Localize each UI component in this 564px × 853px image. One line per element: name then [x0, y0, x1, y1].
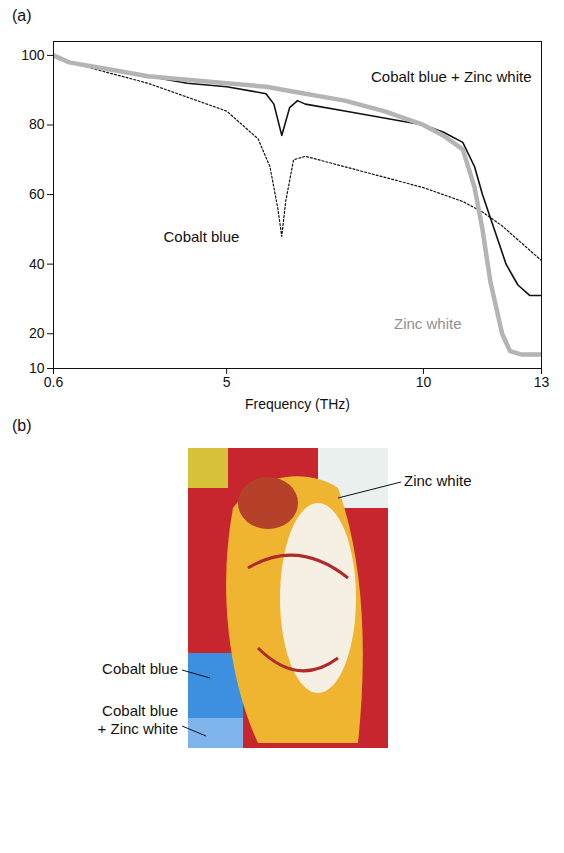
html-text:(b): (b) [12, 417, 32, 434]
svg-text:80: 80 [29, 116, 45, 132]
svg-text:Cobalt blue: Cobalt blue [164, 228, 240, 245]
svg-text:10: 10 [416, 374, 432, 390]
svg-text:Cobalt blue+ Zinc white: Cobalt blue+ Zinc white [98, 702, 178, 737]
svg-text:Frequency (THz): Frequency (THz) [245, 396, 350, 412]
svg-text:10: 10 [29, 360, 45, 376]
svg-text:Cobalt blue: Cobalt blue [102, 660, 178, 677]
svg-text:100: 100 [21, 47, 45, 63]
svg-text:40: 40 [29, 256, 45, 272]
svg-text:13: 13 [534, 374, 550, 390]
svg-text:Cobalt blue + Zinc white: Cobalt blue + Zinc white [371, 68, 532, 85]
svg-text:Zinc white: Zinc white [404, 472, 472, 489]
html-text:(a): (a) [12, 7, 32, 24]
svg-text:20: 20 [29, 325, 45, 341]
svg-text:Zinc white: Zinc white [394, 315, 462, 332]
svg-text:60: 60 [29, 186, 45, 202]
svg-text:5: 5 [223, 374, 231, 390]
svg-text:0.6: 0.6 [44, 374, 64, 390]
